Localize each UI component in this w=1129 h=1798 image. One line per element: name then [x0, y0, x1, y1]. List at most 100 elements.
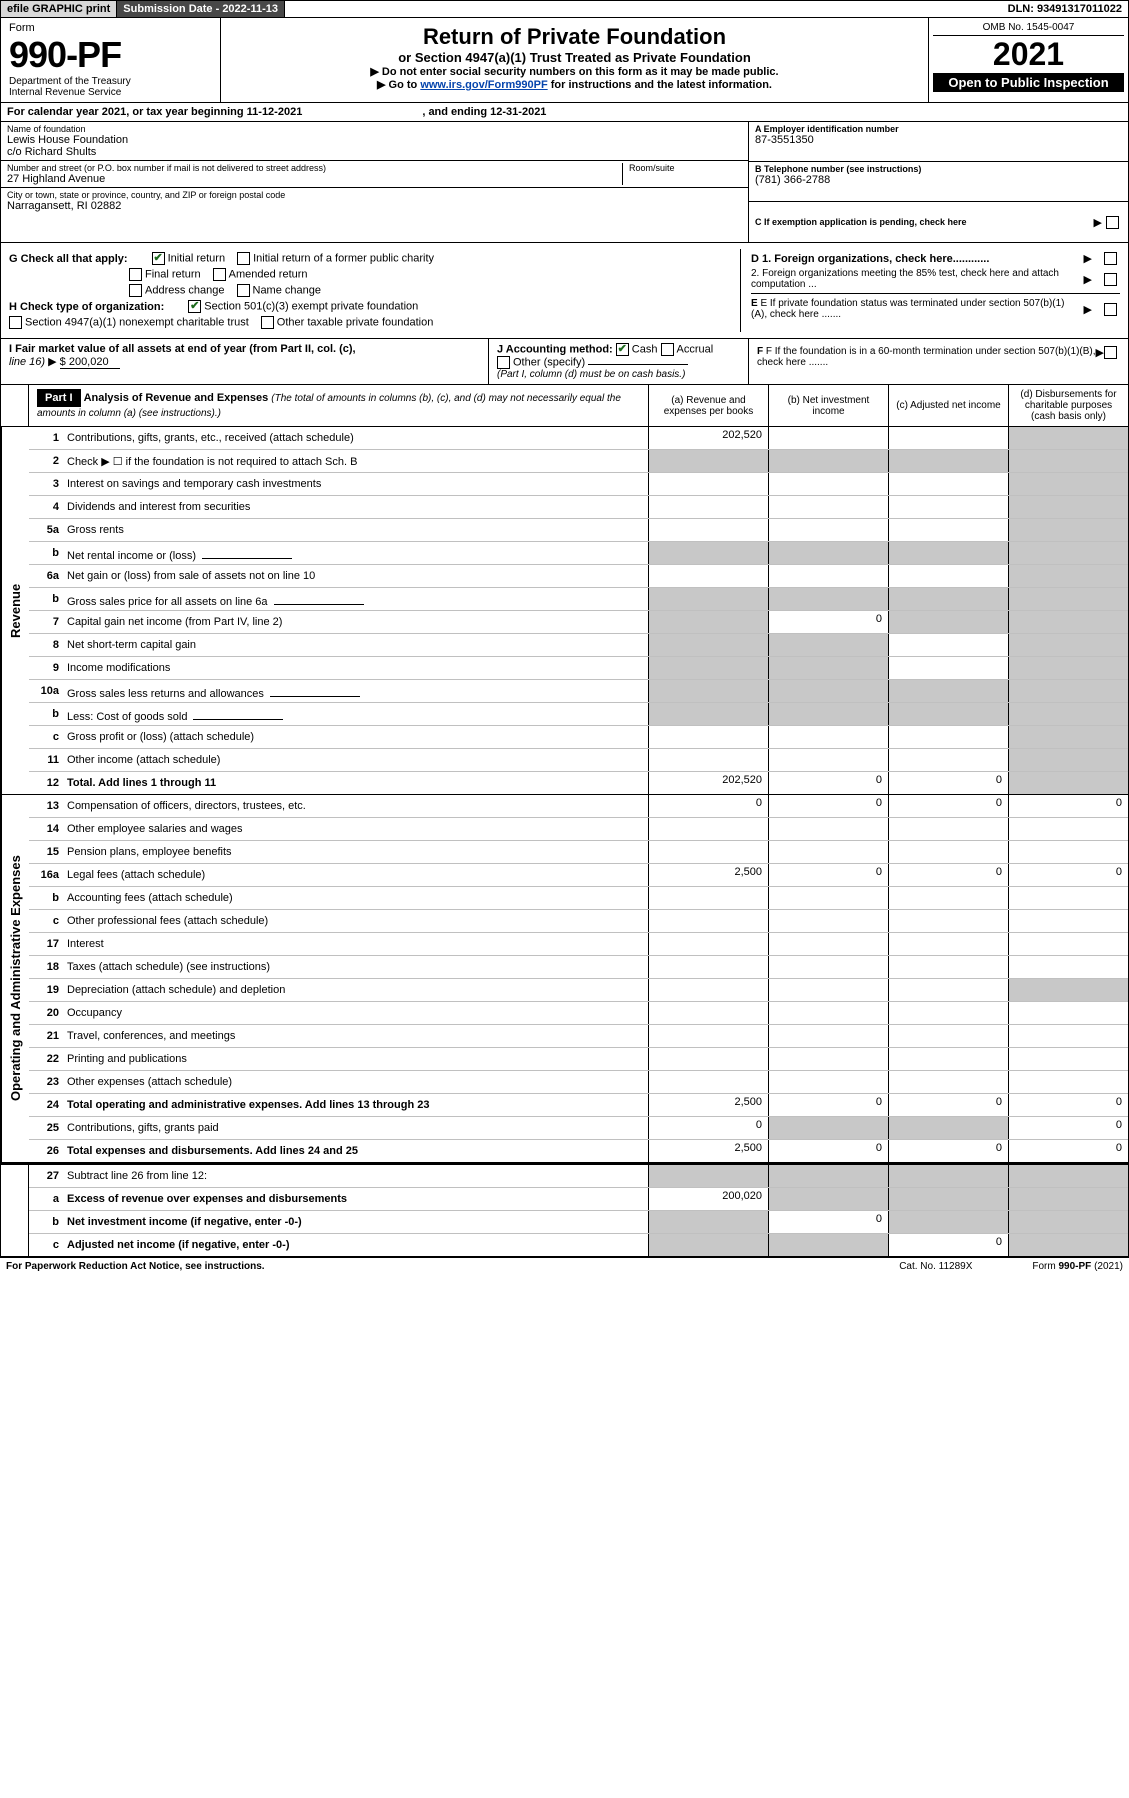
line-10c-col-d — [1008, 726, 1128, 748]
line-5b-col-c — [888, 542, 1008, 564]
submission-date: Submission Date - 2022-11-13 — [117, 1, 285, 17]
line-25-col-d: 0 — [1008, 1117, 1128, 1139]
j-other-input[interactable] — [588, 364, 688, 365]
g-label: G Check all that apply: — [9, 253, 128, 265]
j-other-label: Other (specify) — [513, 356, 585, 368]
line-19: 19Depreciation (attach schedule) and dep… — [29, 979, 1128, 1002]
form-header: Form 990-PF Department of the Treasury I… — [0, 18, 1129, 103]
line-16a-col-d: 0 — [1008, 864, 1128, 886]
line-10b-col-d — [1008, 703, 1128, 725]
h-other-label: Other taxable private foundation — [277, 316, 434, 328]
line-18-col-a — [648, 956, 768, 978]
instr-2: ▶ Go to www.irs.gov/Form990PF for instru… — [227, 78, 922, 91]
telephone: (781) 366-2788 — [755, 174, 1122, 186]
col-c-hdr: (c) Adjusted net income — [888, 385, 1008, 426]
open-public: Open to Public Inspection — [933, 73, 1124, 92]
i-label: I Fair market value of all assets at end… — [9, 343, 356, 355]
ein-label: A Employer identification number — [755, 124, 1122, 134]
line-27c-col-d — [1008, 1234, 1128, 1256]
calendar-year-row: For calendar year 2021, or tax year begi… — [0, 103, 1129, 122]
line-2-col-b — [768, 450, 888, 472]
line-6a-col-d — [1008, 565, 1128, 587]
line-4-col-d — [1008, 496, 1128, 518]
line-27-col-c — [888, 1165, 1008, 1187]
line-26-col-a: 2,500 — [648, 1140, 768, 1162]
line-13-col-d: 0 — [1008, 795, 1128, 817]
initial-return-check[interactable] — [152, 252, 165, 265]
addr-change-check[interactable] — [129, 284, 142, 297]
line-20-col-d — [1008, 1002, 1128, 1024]
j-cash-check[interactable] — [616, 343, 629, 356]
line-8-col-d — [1008, 634, 1128, 656]
line-27a-col-b — [768, 1188, 888, 1210]
line-14-col-c — [888, 818, 1008, 840]
final-return-check[interactable] — [129, 268, 142, 281]
address: 27 Highland Avenue — [7, 173, 622, 185]
line-16c-col-d — [1008, 910, 1128, 932]
line-23-col-d — [1008, 1071, 1128, 1093]
d2-check[interactable] — [1104, 273, 1117, 286]
line-20-col-b — [768, 1002, 888, 1024]
line-11-col-a — [648, 749, 768, 771]
line-5a-col-b — [768, 519, 888, 541]
line-19-col-b — [768, 979, 888, 1001]
h-4947-check[interactable] — [9, 316, 22, 329]
line-21: 21Travel, conferences, and meetings — [29, 1025, 1128, 1048]
line-15-col-c — [888, 841, 1008, 863]
line-10c: cGross profit or (loss) (attach schedule… — [29, 726, 1128, 749]
line-18: 18Taxes (attach schedule) (see instructi… — [29, 956, 1128, 979]
part1-header: Part I Analysis of Revenue and Expenses … — [0, 385, 1129, 427]
line-11-col-b — [768, 749, 888, 771]
line-10a-col-c — [888, 680, 1008, 702]
line-10a-col-a — [648, 680, 768, 702]
col-a-hdr: (a) Revenue and expenses per books — [648, 385, 768, 426]
amended-return-label: Amended return — [229, 268, 308, 280]
line-27b-col-d — [1008, 1211, 1128, 1233]
f-check[interactable] — [1104, 346, 1117, 359]
hij-row: I Fair market value of all assets at end… — [0, 339, 1129, 385]
line-12-col-a: 202,520 — [648, 772, 768, 794]
line-2-col-a — [648, 450, 768, 472]
city: Narragansett, RI 02882 — [7, 200, 742, 212]
instr-1: ▶ Do not enter social security numbers o… — [227, 65, 922, 78]
line-4-col-a — [648, 496, 768, 518]
line-9-col-b — [768, 657, 888, 679]
j-accrual-check[interactable] — [661, 343, 674, 356]
e-check[interactable] — [1104, 303, 1117, 316]
line-6a-col-c — [888, 565, 1008, 587]
line-6b-col-a — [648, 588, 768, 610]
line-4-col-c — [888, 496, 1008, 518]
name-change-check[interactable] — [237, 284, 250, 297]
line-17-col-d — [1008, 933, 1128, 955]
line-6b-col-c — [888, 588, 1008, 610]
j-cash-label: Cash — [632, 343, 658, 355]
line-8-col-a — [648, 634, 768, 656]
line-21-col-b — [768, 1025, 888, 1047]
h-501c3-check[interactable] — [188, 300, 201, 313]
line-21-col-c — [888, 1025, 1008, 1047]
line-22-col-a — [648, 1048, 768, 1070]
c-label: C If exemption application is pending, c… — [755, 217, 1090, 227]
line-10b-col-a — [648, 703, 768, 725]
line-10b-col-b — [768, 703, 888, 725]
line-24: 24Total operating and administrative exp… — [29, 1094, 1128, 1117]
calyear-begin: For calendar year 2021, or tax year begi… — [7, 106, 302, 118]
d1-check[interactable] — [1104, 252, 1117, 265]
line-20-col-a — [648, 1002, 768, 1024]
line-3-col-c — [888, 473, 1008, 495]
line-9-col-d — [1008, 657, 1128, 679]
line-16b-col-c — [888, 887, 1008, 909]
efile-label[interactable]: efile GRAPHIC print — [1, 1, 117, 17]
footer-right: Form 990-PF (2021) — [1032, 1261, 1123, 1272]
line-17: 17Interest — [29, 933, 1128, 956]
initial-former-check[interactable] — [237, 252, 250, 265]
instr2-pre: ▶ Go to — [377, 79, 420, 91]
j-note: (Part I, column (d) must be on cash basi… — [497, 369, 740, 380]
c-checkbox[interactable] — [1106, 216, 1119, 229]
irs-link[interactable]: www.irs.gov/Form990PF — [420, 79, 547, 91]
h-other-check[interactable] — [261, 316, 274, 329]
e-label: E If private foundation status was termi… — [751, 298, 1065, 320]
form-subtitle: or Section 4947(a)(1) Trust Treated as P… — [227, 50, 922, 65]
amended-return-check[interactable] — [213, 268, 226, 281]
j-other-check[interactable] — [497, 356, 510, 369]
